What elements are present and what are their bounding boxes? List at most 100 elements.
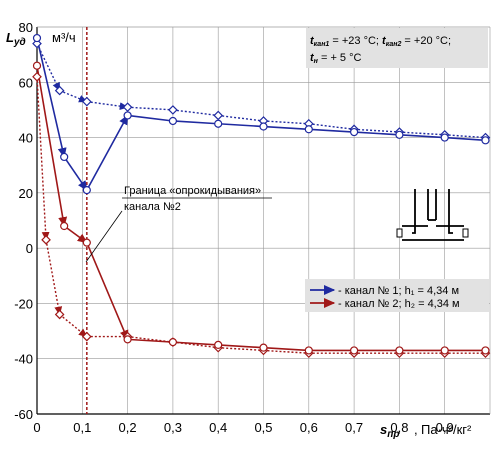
series-1-solid-marker-point bbox=[350, 127, 359, 137]
x-tick-label: 0,3 bbox=[164, 420, 182, 435]
x-axis-label-sub: пр bbox=[387, 429, 399, 440]
series-2-solid-marker-point bbox=[395, 346, 404, 355]
series-1-dotted-marker-point bbox=[168, 105, 178, 115]
series-2-dotted-line-segment bbox=[218, 346, 264, 352]
series-1-dotted-line-segment bbox=[86, 100, 129, 110]
cond-t2: t bbox=[382, 35, 387, 47]
x-tick-label: 0,2 bbox=[119, 420, 137, 435]
x-axis-label: sпр bbox=[380, 422, 399, 440]
series-2-dotted-line-segment bbox=[45, 239, 63, 316]
cond-tn-val: = + 5 °C bbox=[318, 52, 362, 64]
x-axis-label-main: s bbox=[380, 422, 387, 437]
series-2-dotted-marker-point bbox=[32, 71, 42, 82]
cond-t1-val: = +23 °C; bbox=[329, 35, 382, 47]
series-1-solid-marker-point bbox=[214, 119, 223, 128]
x-axis-comma: , bbox=[414, 422, 418, 437]
legend: - канал № 1; h₁ = 4,34 м- канал № 2; h₂ … bbox=[310, 284, 460, 310]
cond-tn-sub: н bbox=[314, 58, 319, 65]
x-tick-label: 0 bbox=[33, 420, 40, 435]
series-1-dotted-marker-point bbox=[81, 96, 92, 107]
series-2-solid-marker bbox=[32, 61, 490, 355]
series-1-solid-marker-point bbox=[259, 122, 268, 131]
annotation-leader bbox=[85, 210, 123, 263]
series-2-solid-line-segment bbox=[127, 338, 173, 343]
y-tick-label: -40 bbox=[14, 352, 33, 367]
series-2-dotted-line bbox=[36, 76, 486, 354]
series-2-dotted-line-segment bbox=[263, 349, 309, 354]
series-2-solid-line-segment bbox=[263, 346, 309, 352]
y-tick-labels: -60 -40 -20 0 20 40 60 80 bbox=[14, 20, 33, 422]
x-tick-label: 0,9 bbox=[436, 420, 454, 435]
conditions-line-2: tн = + 5 °C bbox=[310, 52, 361, 65]
series-1-solid-marker-point bbox=[123, 111, 132, 120]
series-1-dotted-line-segment bbox=[354, 128, 400, 133]
series-group bbox=[32, 33, 491, 359]
series-1-solid-marker-point bbox=[32, 33, 42, 43]
cond-tn: t bbox=[310, 52, 315, 64]
series-2-solid-line-segment bbox=[36, 65, 68, 228]
x-tick-label: 0,5 bbox=[254, 420, 272, 435]
series-2-solid-marker-point bbox=[32, 61, 42, 70]
cond-t1-sub: кан1 bbox=[314, 41, 330, 48]
series-2-dotted-marker-point bbox=[54, 309, 65, 320]
series-2-dotted-marker-point bbox=[81, 331, 92, 342]
series-1-solid-marker-point bbox=[481, 136, 490, 145]
series-1-dotted-line-segment bbox=[444, 134, 486, 139]
series-2-solid-marker-point bbox=[60, 221, 69, 231]
series-1-dotted-marker-point bbox=[54, 85, 65, 96]
y-tick-label: 20 bbox=[19, 186, 33, 201]
cond-t1: t bbox=[310, 35, 315, 47]
series-2-solid-line bbox=[36, 65, 486, 352]
series-2-solid-marker-point bbox=[123, 335, 132, 344]
y-axis-label-main: L bbox=[6, 30, 14, 45]
series-1-solid-line-segment bbox=[127, 114, 173, 122]
schematic-left-duct bbox=[402, 225, 464, 241]
conditions-box bbox=[306, 28, 488, 68]
series-1-solid-line-segment bbox=[36, 37, 67, 159]
x-tick-label: 0,6 bbox=[300, 420, 318, 435]
y-tick-label: 0 bbox=[26, 241, 33, 256]
conditions-line-1: tкан1 = +23 °C; tкан2 = +20 °C; bbox=[310, 35, 451, 48]
x-tick-label: 0,7 bbox=[345, 420, 363, 435]
series-2-dotted-line-segment bbox=[59, 313, 88, 338]
y-tick-label: 40 bbox=[19, 131, 33, 146]
series-2-solid-line-segment bbox=[86, 242, 129, 341]
x-tick-label: 0,8 bbox=[390, 420, 408, 435]
y-tick-label: -20 bbox=[14, 296, 33, 311]
series-2-solid-marker-point bbox=[481, 346, 490, 355]
y-axis-label-sub: уд bbox=[13, 37, 26, 48]
series-1-dotted-marker-point bbox=[213, 110, 224, 121]
series-1-dotted-marker-point bbox=[122, 102, 133, 113]
series-1-dotted-line-segment bbox=[263, 120, 309, 125]
series-1-solid-marker-point bbox=[168, 116, 177, 126]
series-1-solid-marker-point bbox=[304, 125, 313, 134]
series-1-solid-line-segment bbox=[444, 136, 486, 142]
series-2-solid-marker-point bbox=[168, 338, 177, 347]
series-2-solid-marker-point bbox=[214, 340, 223, 349]
series-1-solid-line-segment bbox=[308, 128, 355, 133]
series-2-solid-line-segment bbox=[63, 225, 88, 244]
series-1-solid-marker-point bbox=[82, 185, 91, 195]
x-tick-labels: 0 0,1 0,2 0,3 0,4 0,5 0,6 0,7 0,8 0,9 bbox=[33, 420, 453, 435]
series-1-solid-line-segment bbox=[399, 134, 445, 139]
series-1-solid-line-segment bbox=[172, 120, 219, 125]
cond-t2-val: = +20 °C; bbox=[401, 35, 451, 47]
annotation-line-1: Граница «опрокидывания» bbox=[124, 185, 261, 197]
series-2-solid-marker-point bbox=[440, 346, 449, 355]
series-1-solid-line bbox=[36, 37, 486, 192]
series-1-solid-line-segment bbox=[263, 125, 309, 131]
legend-label: - канал № 2; h₂ = 4,34 м bbox=[338, 298, 460, 310]
schematic-right-vent bbox=[462, 228, 469, 238]
series-1-dotted-line-segment bbox=[59, 89, 88, 103]
series-2-solid-marker-point bbox=[350, 346, 359, 355]
series-2-dotted-line-segment bbox=[36, 76, 50, 241]
series-1-solid-line-segment bbox=[63, 156, 88, 192]
stack-schematic-icon bbox=[402, 189, 464, 241]
legend-label: - канал № 1; h₁ = 4,34 м bbox=[338, 285, 459, 297]
series-1-solid-marker-point bbox=[440, 133, 449, 142]
series-2-solid-marker-point bbox=[304, 346, 313, 355]
series-1-solid-line-segment bbox=[218, 122, 264, 128]
schematic-outer-right bbox=[448, 189, 453, 234]
series-1-dotted-marker-point bbox=[32, 38, 42, 49]
